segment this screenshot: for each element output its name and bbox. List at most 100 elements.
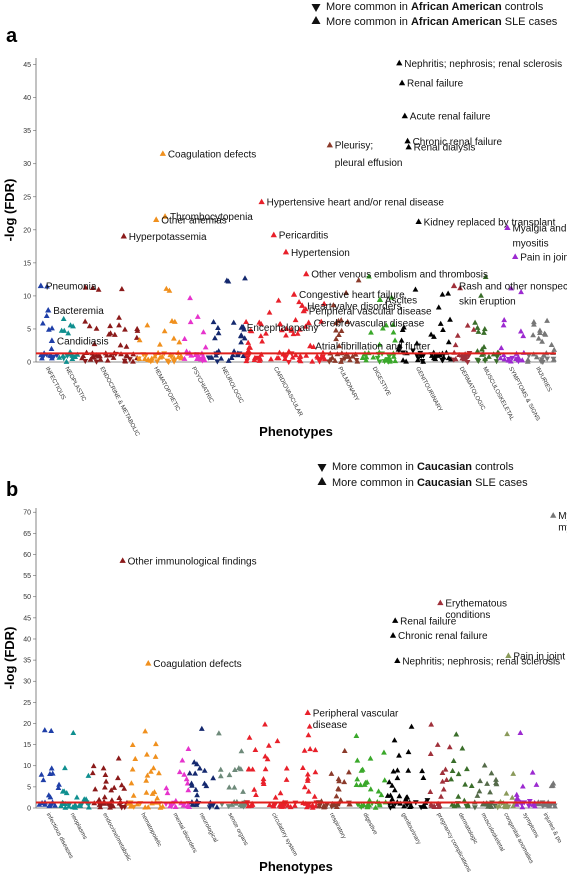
- category-label: INFECTIOUS: [44, 366, 66, 401]
- annotated-point: [512, 253, 519, 260]
- data-point: [179, 757, 186, 763]
- data-point: [249, 801, 256, 807]
- data-point: [240, 352, 247, 359]
- annotated-point: [504, 224, 511, 230]
- data-point: [282, 355, 288, 361]
- data-point: [118, 286, 125, 292]
- data-point: [135, 356, 142, 362]
- data-point: [328, 770, 335, 776]
- data-point: [188, 352, 195, 358]
- data-point: [394, 775, 401, 781]
- data-point: [268, 356, 274, 362]
- data-point: [262, 766, 269, 772]
- annotated-point: [300, 307, 307, 314]
- data-point: [260, 775, 267, 782]
- data-point: [132, 755, 139, 762]
- data-point: [196, 765, 203, 771]
- data-point: [38, 771, 45, 777]
- category-label: dermatologic: [457, 812, 478, 845]
- annotated-point: [392, 617, 399, 623]
- data-point: [171, 318, 178, 324]
- data-point: [41, 727, 48, 733]
- data-point: [435, 304, 442, 310]
- data-point: [501, 316, 508, 323]
- data-point: [212, 335, 218, 341]
- data-point: [309, 802, 316, 808]
- data-point: [52, 802, 58, 808]
- data-point: [481, 329, 487, 335]
- data-point: [376, 359, 383, 365]
- annotated-point: [290, 291, 298, 297]
- category-label: musculoskeletal: [480, 812, 505, 853]
- data-point: [89, 769, 96, 776]
- data-point: [401, 324, 407, 330]
- data-point: [272, 802, 279, 808]
- data-point: [338, 317, 345, 323]
- data-point: [364, 779, 370, 785]
- data-point: [379, 325, 386, 331]
- data-point: [186, 770, 193, 776]
- data-point: [451, 803, 458, 809]
- data-point: [279, 327, 285, 333]
- data-point: [104, 357, 111, 363]
- data-point: [264, 756, 271, 762]
- data-point: [372, 804, 379, 810]
- data-point: [192, 770, 199, 776]
- data-point: [48, 727, 55, 733]
- data-point: [549, 782, 556, 788]
- data-point: [86, 323, 93, 329]
- data-point: [283, 776, 290, 782]
- data-point: [93, 325, 100, 331]
- data-point: [215, 324, 221, 330]
- y-tick-label: 65: [23, 531, 31, 538]
- data-point: [428, 801, 434, 807]
- data-point: [455, 793, 462, 799]
- data-point: [540, 352, 547, 358]
- data-point: [130, 792, 137, 798]
- data-point: [513, 791, 520, 797]
- data-point: [493, 779, 499, 786]
- data-point: [208, 354, 215, 360]
- data-point: [311, 793, 318, 799]
- legend-controls: More common in Caucasian controls: [332, 461, 514, 473]
- annotation-label: Other immunological findings: [128, 556, 257, 567]
- data-point: [420, 353, 427, 359]
- data-point: [251, 356, 258, 362]
- data-point: [225, 278, 232, 284]
- data-point: [210, 803, 216, 809]
- data-point: [253, 791, 259, 798]
- data-point: [294, 330, 301, 336]
- data-point: [539, 338, 545, 344]
- data-point: [452, 342, 459, 348]
- data-point: [126, 357, 133, 363]
- data-point: [134, 801, 141, 807]
- annotation-label: Heart valve disorders: [307, 301, 401, 312]
- data-point: [303, 352, 310, 358]
- annotation-label: Peripheral vascular: [313, 708, 399, 719]
- data-point: [497, 355, 504, 361]
- data-point: [439, 357, 445, 363]
- data-point: [332, 357, 338, 363]
- category-label: circulatory system: [270, 812, 298, 857]
- data-point: [420, 774, 427, 781]
- annotation-label: Myalgia and: [512, 223, 566, 234]
- annotated-point: [394, 657, 401, 664]
- data-point: [367, 755, 374, 761]
- legend-up-marker: [317, 477, 327, 485]
- data-point: [542, 331, 549, 337]
- annotation-label: myositis: [558, 523, 567, 534]
- data-point: [519, 357, 526, 363]
- data-point: [388, 294, 395, 300]
- data-point: [448, 776, 455, 782]
- data-point: [214, 359, 221, 365]
- legend-cases-group: Caucasian: [417, 477, 472, 489]
- data-point: [386, 779, 393, 785]
- data-point: [85, 772, 92, 778]
- data-point: [474, 348, 481, 354]
- data-point: [309, 804, 316, 810]
- data-point: [517, 729, 524, 735]
- annotated-point: [326, 141, 333, 148]
- data-point: [229, 801, 235, 807]
- annotated-point: [405, 143, 412, 150]
- data-point: [163, 285, 170, 291]
